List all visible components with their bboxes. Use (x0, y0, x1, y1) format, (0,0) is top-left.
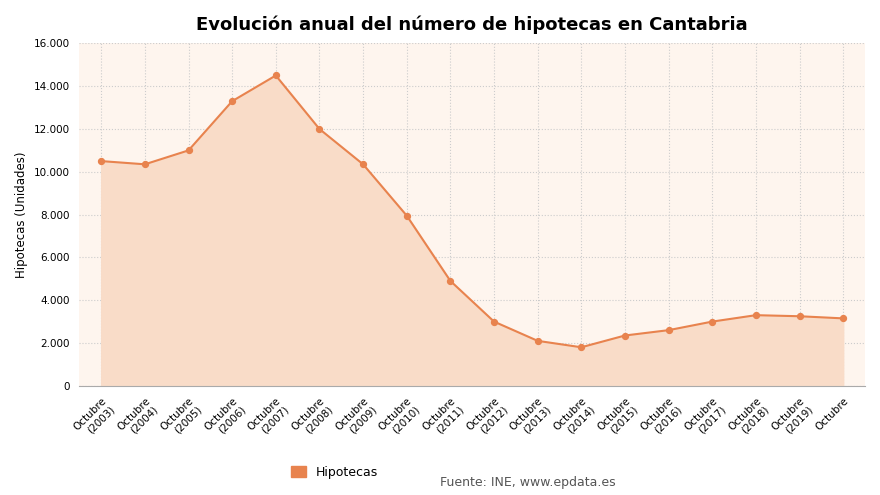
Point (225, 97, 239, 105)
Point (836, 314, 850, 322)
Point (531, 337, 545, 345)
Point (575, 344, 589, 351)
Legend: Hipotecas: Hipotecas (286, 461, 383, 484)
Y-axis label: Hipotecas (Unidades): Hipotecas (Unidades) (15, 151, 28, 278)
Point (618, 332, 632, 340)
Point (356, 160, 370, 168)
Point (749, 311, 763, 319)
Point (662, 326, 676, 334)
Point (312, 125, 326, 133)
Point (444, 277, 458, 285)
Point (705, 318, 719, 326)
Point (94, 157, 108, 165)
Point (268, 72, 282, 80)
Text: Fuente: INE, www.epdata.es: Fuente: INE, www.epdata.es (440, 476, 616, 489)
Point (138, 160, 152, 168)
Point (400, 212, 414, 220)
Point (487, 318, 501, 326)
Point (181, 147, 195, 154)
Title: Evolución anual del número de hipotecas en Cantabria: Evolución anual del número de hipotecas … (196, 15, 748, 34)
Point (793, 312, 807, 320)
